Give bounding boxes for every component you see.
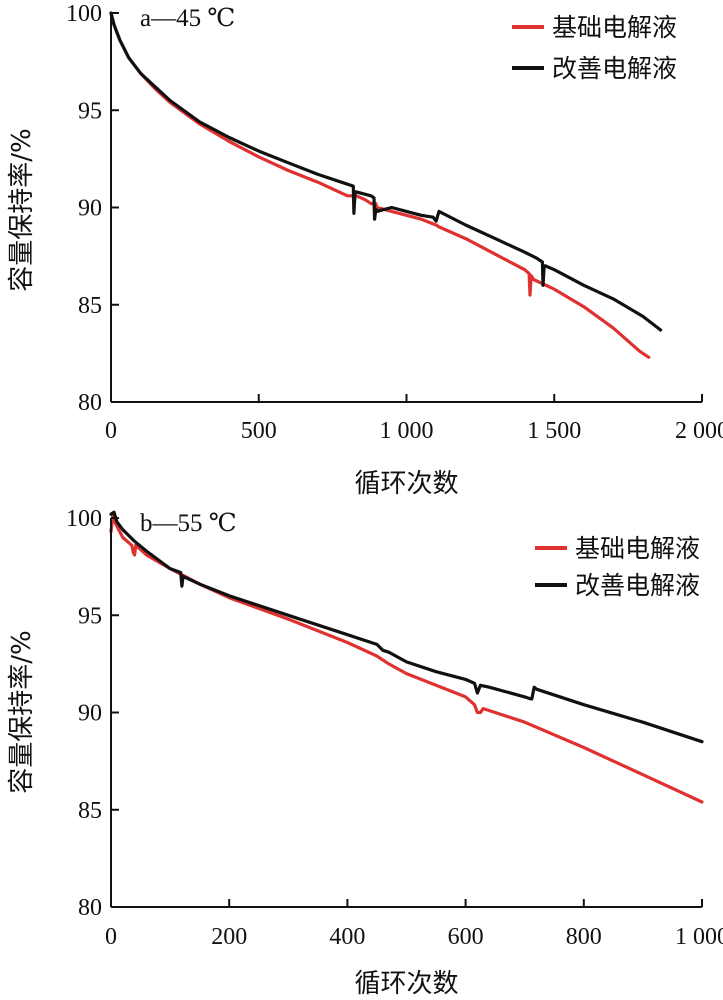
chart-panel-b: 0 200 400 600 800 1 000 80 85 90 95 100 循环次数 容量保持率/%… — [7, 506, 723, 999]
panel-label: b—55 ℃ — [140, 510, 237, 537]
x-axis-title: 循环次数 — [354, 969, 458, 999]
legend-label: 基础电解液 — [575, 534, 700, 563]
x-tick-label: 1 000 — [675, 924, 723, 950]
panel-label: a—45 ℃ — [140, 5, 235, 32]
x-tick-label: 500 — [241, 418, 277, 444]
y-tick-label: 85 — [78, 293, 102, 319]
series-line-improved-electrolyte — [109, 510, 704, 744]
y-tick-label: 80 — [78, 895, 102, 921]
y-tick-label: 95 — [78, 98, 102, 124]
y-tick-label: 95 — [78, 603, 102, 629]
y-axis-title: 容量保持率/% — [7, 128, 37, 291]
y-tick-label: 85 — [78, 798, 102, 824]
y-tick-label: 90 — [78, 196, 102, 222]
x-tick-label: 0 — [105, 418, 117, 444]
series-line-base-electrolyte — [109, 514, 704, 804]
y-axis-title: 容量保持率/% — [7, 630, 37, 793]
x-tick-label: 1 500 — [527, 418, 581, 444]
x-tick-label: 2 000 — [675, 418, 723, 444]
x-tick-label: 0 — [105, 924, 117, 950]
y-tick-label: 100 — [66, 506, 102, 532]
y-tick-label: 100 — [66, 1, 102, 27]
legend-label: 基础电解液 — [552, 13, 677, 42]
x-tick-label: 200 — [211, 924, 247, 950]
x-tick-label: 800 — [566, 924, 602, 950]
x-tick-label: 1 000 — [380, 418, 434, 444]
x-tick-label: 600 — [448, 924, 484, 950]
y-tick-label: 80 — [78, 390, 102, 416]
series-line-improved-electrolyte — [109, 11, 663, 332]
legend-label: 改善电解液 — [552, 54, 677, 83]
x-axis-title: 循环次数 — [354, 469, 458, 499]
chart-panel-a: 0 500 1 000 1 500 2 000 80 85 90 95 100 循环次数 容量保持率/… — [7, 1, 723, 499]
y-tick-label: 90 — [78, 701, 102, 727]
legend-label: 改善电解液 — [575, 571, 700, 600]
x-tick-label: 400 — [329, 924, 365, 950]
